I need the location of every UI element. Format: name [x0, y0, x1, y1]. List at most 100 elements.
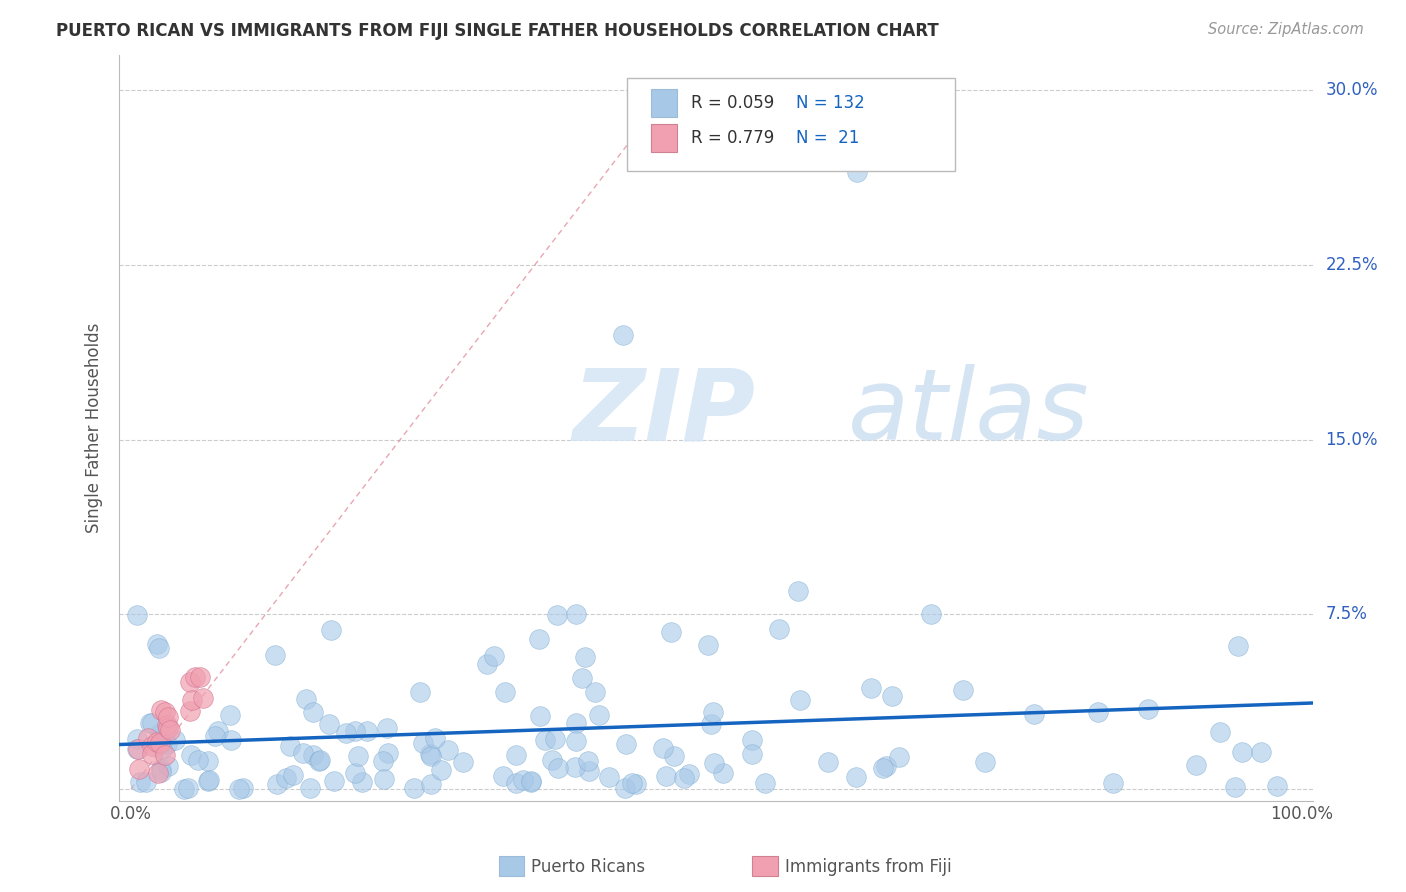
Point [228, 781, 250, 796]
Point [184, 670, 207, 684]
Point [274, 771, 297, 785]
Point [148, 640, 170, 655]
Point [207, 724, 229, 739]
Point [451, 755, 474, 769]
Point [145, 735, 167, 749]
Point [678, 767, 700, 781]
Point [375, 721, 398, 735]
Point [371, 754, 394, 768]
Point [302, 705, 325, 719]
Point [544, 732, 567, 747]
Point [128, 762, 150, 776]
Point [875, 759, 897, 773]
Point [1223, 780, 1246, 795]
Point [1265, 779, 1288, 793]
Point [377, 746, 399, 760]
Point [344, 723, 367, 738]
Point [323, 774, 346, 789]
Point [149, 764, 172, 779]
Point [1185, 758, 1208, 772]
Point [157, 710, 180, 724]
Point [197, 754, 219, 768]
Text: 22.5%: 22.5% [1326, 256, 1378, 274]
Point [280, 739, 302, 754]
Point [150, 742, 173, 756]
Point [598, 770, 620, 784]
Point [872, 761, 894, 775]
Point [150, 734, 173, 748]
Text: ZIP: ZIP [574, 365, 756, 461]
Point [409, 685, 432, 699]
Point [292, 746, 315, 760]
Point [149, 736, 172, 750]
Point [266, 777, 288, 791]
Point [145, 637, 167, 651]
Point [308, 754, 330, 768]
Point [135, 774, 157, 789]
Point [437, 743, 460, 757]
Text: PUERTO RICAN VS IMMIGRANTS FROM FIJI SINGLE FATHER HOUSEHOLDS CORRELATION CHART: PUERTO RICAN VS IMMIGRANTS FROM FIJI SIN… [56, 22, 939, 40]
Point [173, 781, 195, 796]
Point [1250, 746, 1272, 760]
Point [697, 639, 720, 653]
Point [624, 777, 647, 791]
Point [356, 723, 378, 738]
Point [157, 721, 180, 735]
Point [141, 739, 163, 753]
Point [198, 772, 221, 787]
Point [703, 756, 725, 770]
Point [1022, 707, 1045, 722]
Point [614, 737, 637, 751]
Point [520, 774, 543, 789]
Point [155, 747, 177, 762]
Point [520, 775, 543, 789]
Point [588, 707, 610, 722]
Point [179, 674, 201, 689]
Text: Source: ZipAtlas.com: Source: ZipAtlas.com [1208, 22, 1364, 37]
Point [768, 622, 790, 636]
Point [321, 623, 343, 637]
Bar [651, 88, 676, 117]
Point [404, 780, 426, 795]
Text: R = 0.059: R = 0.059 [692, 94, 775, 112]
Point [652, 740, 675, 755]
Text: Immigrants from Fiji: Immigrants from Fiji [785, 858, 952, 876]
Point [787, 584, 810, 599]
Point [973, 755, 995, 769]
Point [673, 771, 696, 785]
Point [741, 747, 763, 761]
Point [880, 690, 903, 704]
Point [153, 705, 176, 719]
Point [571, 671, 593, 685]
Point [621, 776, 644, 790]
FancyBboxPatch shape [627, 78, 955, 170]
Point [156, 759, 179, 773]
Point [860, 681, 883, 696]
Point [565, 733, 588, 747]
Point [564, 715, 586, 730]
Point [302, 747, 325, 762]
Point [662, 748, 685, 763]
Point [1136, 702, 1159, 716]
Point [419, 777, 441, 791]
Point [576, 754, 599, 768]
Point [298, 780, 321, 795]
Point [163, 732, 186, 747]
Point [612, 327, 634, 342]
Point [889, 750, 911, 764]
Point [309, 753, 332, 767]
Point [318, 716, 340, 731]
Point [614, 780, 637, 795]
Text: atlas: atlas [848, 365, 1090, 461]
Point [475, 657, 498, 672]
Text: 30.0%: 30.0% [1326, 81, 1378, 99]
Point [136, 731, 159, 745]
Point [754, 776, 776, 790]
Point [1227, 639, 1250, 653]
Point [492, 769, 515, 783]
Point [373, 772, 395, 787]
Point [423, 731, 446, 746]
Point [1230, 745, 1253, 759]
Point [150, 762, 173, 776]
Point [789, 692, 811, 706]
